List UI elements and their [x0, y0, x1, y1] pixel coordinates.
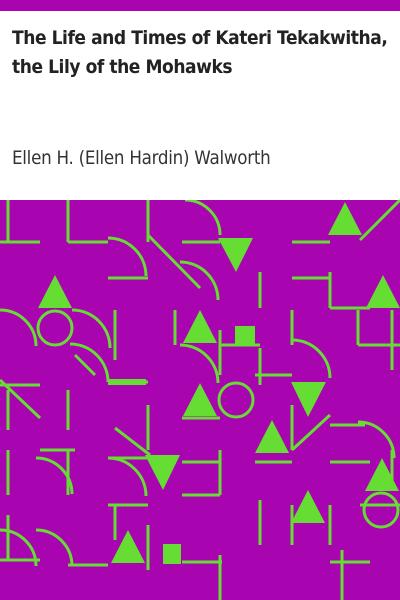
geometric-pattern-icon — [0, 200, 400, 600]
book-author: Ellen H. (Ellen Hardin) Walworth — [12, 147, 271, 169]
cover-art — [0, 200, 400, 600]
pattern-shapes — [38, 202, 400, 564]
top-color-bar — [0, 0, 400, 11]
title-block: The Life and Times of Kateri Tekakwitha,… — [12, 24, 392, 82]
book-title: The Life and Times of Kateri Tekakwitha,… — [12, 27, 388, 78]
